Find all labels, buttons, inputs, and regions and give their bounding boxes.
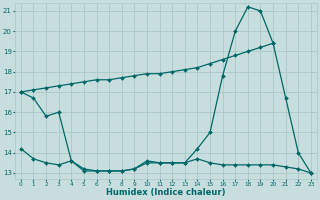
X-axis label: Humidex (Indice chaleur): Humidex (Indice chaleur) xyxy=(106,188,226,197)
